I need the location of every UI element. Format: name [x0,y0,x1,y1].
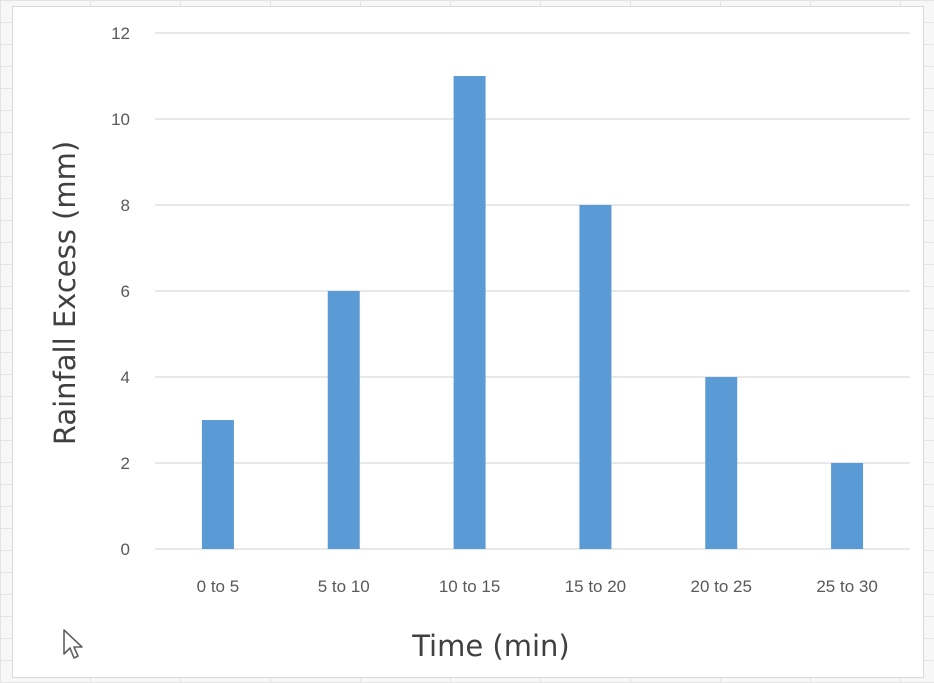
x-tick-label: 5 to 10 [318,577,370,596]
bars [201,76,864,549]
y-tick-label: 12 [111,24,130,43]
bar [327,291,360,549]
y-tick-labels: 0 2 4 6 8 10 12 [111,24,130,559]
bar [579,205,612,549]
x-tick-label: 0 to 5 [197,577,240,596]
x-tick-label: 25 to 30 [816,577,877,596]
bar [831,463,864,549]
y-tick-label: 8 [121,196,130,215]
y-tick-label: 10 [111,110,130,129]
y-tick-label: 6 [121,282,130,301]
arrow-cursor-icon [63,629,83,659]
x-tick-label: 20 to 25 [691,577,752,596]
gridlines [155,32,910,550]
bar [453,76,486,549]
x-tick-label: 10 to 15 [439,577,500,596]
bar [705,377,738,549]
y-tick-label: 0 [121,540,130,559]
x-tick-labels: 0 to 5 5 to 10 10 to 15 15 to 20 20 to 25 25 … [197,577,878,596]
y-tick-label: 4 [121,368,130,387]
bar [201,420,234,549]
x-axis-title: Time (min) [411,629,570,663]
y-tick-label: 2 [121,454,130,473]
y-axis-title: Rainfall Excess (mm) [48,141,82,445]
x-tick-label: 15 to 20 [565,577,626,596]
